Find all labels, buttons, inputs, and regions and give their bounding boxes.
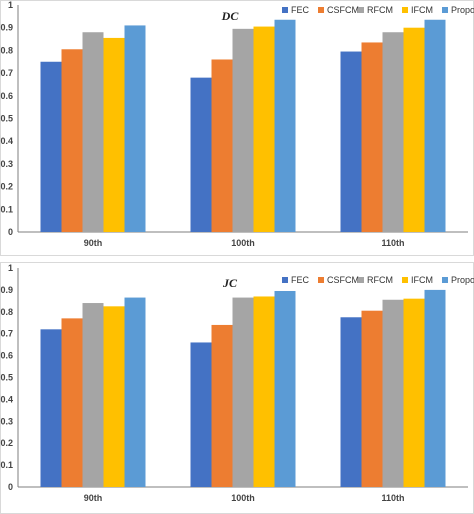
dc-legend-swatch-fec [282,7,288,13]
dc-legend-swatch-rfcm [358,7,364,13]
dc-category-label: 110th [381,238,404,248]
jc-y-tick-label: 0.6 [0,351,13,361]
jc-bar-csfcm-90th [61,318,83,487]
jc-legend-label-rfcm: RFCM [367,275,393,285]
dc-bar-ifcm-100th [253,26,275,232]
jc-bar-fec-100th [190,342,212,487]
jc-category-label: 100th [231,493,255,503]
jc-y-tick-label: 0.1 [0,460,13,470]
jc-y-tick-label: 0.3 [0,416,13,426]
dc-bar-ifcm-90th [103,37,125,232]
jc-y-tick-label: 0.7 [0,329,13,339]
jc-legend-label-proposed: Proposed [451,275,474,285]
dc-legend-swatch-csfcm [318,7,324,13]
dc-legend-swatch-ifcm [402,7,408,13]
jc-legend-swatch-fec [282,277,288,283]
dc-y-tick-label: 0.7 [0,68,13,78]
jc-legend-label-fec: FEC [291,275,310,285]
jc-bar-ifcm-110th [403,298,425,487]
jc-y-tick-label: 0.8 [0,307,13,317]
jc-bar-rfcm-90th [82,303,104,487]
dc-y-tick-label: 1 [8,0,13,10]
jc-y-tick-label: 1 [8,263,13,273]
dc-y-tick-label: 0.9 [0,23,13,33]
jc-bar-ifcm-90th [103,306,125,487]
dc-legend-label-ifcm: IFCM [411,5,433,15]
jc-legend-swatch-ifcm [402,277,408,283]
dc-bar-ifcm-110th [403,27,425,233]
dc-y-tick-label: 0.1 [0,204,13,214]
jc-legend-label-ifcm: IFCM [411,275,433,285]
dc-category-label: 100th [231,238,255,248]
jc-bar-fec-90th [40,329,62,487]
jc-y-tick-label: 0 [8,482,13,492]
dc-legend-swatch-proposed [442,7,448,13]
jc-y-tick-label: 0.5 [0,373,13,383]
dc-y-tick-label: 0.3 [0,159,13,169]
jc-bar-csfcm-100th [211,324,233,487]
jc-bar-rfcm-100th [232,297,254,487]
dc-y-tick-label: 0.2 [0,182,13,192]
chart-jc: 0 0.1 0.2 0.3 0.4 0.5 0.6 0.7 0.8 0.9 1 90th 100th 11… [0,263,474,503]
dc-y-tick-label: 0 [8,227,13,237]
jc-bar-rfcm-110th [382,299,404,487]
dc-legend-label-rfcm: RFCM [367,5,393,15]
dc-bar-rfcm-100th [232,28,254,233]
dc-legend-label-csfcm: CSFCM [327,5,359,15]
dc-y-tick-label: 0.4 [0,136,13,146]
dc-category-label: 90th [84,238,103,248]
chart-dc: 0 0.1 0.2 0.3 0.4 0.5 0.6 0.7 0.8 0.9 1 90th 100th 11… [0,0,474,248]
jc-legend-label-csfcm: CSFCM [327,275,359,285]
jc-bar-proposed-100th [274,290,296,487]
jc-y-tick-label: 0.4 [0,394,13,404]
dc-bar-fec-90th [40,61,62,232]
dc-y-tick-label: 0.8 [0,45,13,55]
jc-legend-swatch-csfcm [318,277,324,283]
dc-legend-label-proposed: Proposed [451,5,474,15]
dc-bar-rfcm-110th [382,32,404,232]
dc-bar-rfcm-90th [82,32,104,232]
dc-bar-csfcm-110th [361,42,383,232]
jc-y-tick-label: 0.9 [0,285,13,295]
jc-legend-swatch-proposed [442,277,448,283]
dc-chart-title: DC [221,9,240,23]
dc-bar-proposed-90th [124,25,146,233]
jc-category-label: 90th [84,493,103,503]
jc-legend-swatch-rfcm [358,277,364,283]
dc-bar-fec-100th [190,77,212,232]
jc-bar-csfcm-110th [361,310,383,487]
dc-bar-proposed-110th [424,19,446,232]
dc-bar-fec-110th [340,51,362,232]
jc-bar-fec-110th [340,317,362,487]
dc-bar-csfcm-90th [61,49,83,232]
dc-y-tick-label: 0.6 [0,91,13,101]
jc-category-label: 110th [381,493,404,503]
dc-bar-proposed-100th [274,19,296,232]
jc-bar-proposed-90th [124,297,146,487]
jc-bar-proposed-110th [424,289,446,487]
dc-legend-label-fec: FEC [291,5,310,15]
jc-y-tick-label: 0.2 [0,438,13,448]
dc-bar-csfcm-100th [211,59,233,233]
dc-y-tick-label: 0.5 [0,114,13,124]
jc-chart-title: JC [222,276,238,290]
jc-bar-ifcm-100th [253,296,275,487]
